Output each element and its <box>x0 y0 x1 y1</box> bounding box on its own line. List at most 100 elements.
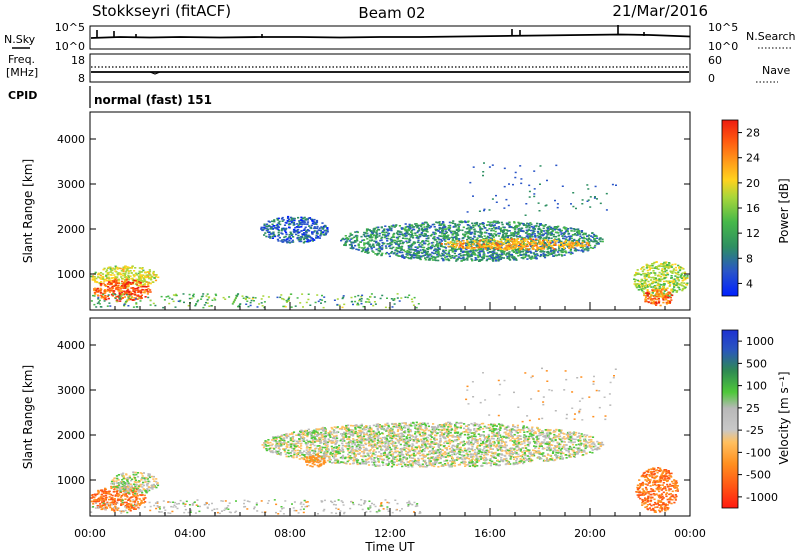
range-gate-cell <box>484 209 486 211</box>
range-gate-cell <box>594 197 596 199</box>
range-gate-cell <box>130 488 132 490</box>
range-gate-cell <box>92 295 94 297</box>
range-gate-cell <box>508 249 510 251</box>
range-gate-cell <box>396 241 398 243</box>
range-gate-cell <box>117 274 119 276</box>
range-gate-cell <box>483 244 485 246</box>
range-gate-cell <box>521 257 523 259</box>
range-gate-cell <box>248 298 250 300</box>
range-gate-cell <box>133 488 135 490</box>
range-gate-cell <box>525 246 527 248</box>
range-gate-cell <box>385 253 387 255</box>
range-gate-cell <box>456 259 458 261</box>
range-gate-cell <box>339 305 341 307</box>
range-gate-cell <box>513 233 515 235</box>
range-gate-cell <box>437 252 439 254</box>
range-gate-cell <box>100 285 102 287</box>
range-gate-cell <box>561 230 563 232</box>
range-gate-cell <box>401 257 403 259</box>
range-gate-cell <box>417 257 419 259</box>
range-gate-cell <box>99 278 101 280</box>
range-gate-cell <box>116 267 118 269</box>
range-gate-cell <box>486 224 488 226</box>
range-gate-cell <box>144 497 146 499</box>
range-gate-cell <box>442 238 444 240</box>
range-gate-cell <box>375 232 377 234</box>
range-gate-cell <box>563 238 565 240</box>
range-gate-cell <box>137 476 139 478</box>
range-gate-cell <box>437 256 439 258</box>
range-gate-cell <box>563 233 565 235</box>
range-gate-cell <box>509 224 511 226</box>
range-gate-cell <box>557 207 559 209</box>
range-gate-cell <box>273 219 275 221</box>
range-gate-cell <box>350 247 352 249</box>
range-gate-cell <box>505 245 507 247</box>
range-gate-cell <box>422 222 424 224</box>
range-gate-cell <box>419 236 421 238</box>
range-gate-cell <box>655 282 657 284</box>
range-gate-cell <box>319 237 321 239</box>
range-gate-cell <box>94 494 96 496</box>
range-gate-cell <box>108 290 110 292</box>
range-gate-cell <box>483 241 485 243</box>
range-gate-cell <box>653 300 655 302</box>
range-gate-cell <box>522 223 524 225</box>
range-gate-cell <box>155 487 157 489</box>
range-gate-cell <box>375 303 377 305</box>
range-gate-cell <box>581 203 583 205</box>
range-gate-cell <box>460 258 462 260</box>
range-gate-cell <box>385 232 387 234</box>
range-gate-cell <box>91 501 93 503</box>
range-gate-cell <box>515 259 517 261</box>
range-gate-cell <box>499 233 501 235</box>
range-gate-cell <box>355 235 357 237</box>
range-gate-cell <box>508 251 510 253</box>
range-gate-cell <box>555 165 557 167</box>
range-gate-cell <box>587 246 589 248</box>
range-gate-cell <box>528 233 530 235</box>
range-gate-cell <box>433 250 435 252</box>
range-gate-cell <box>371 239 373 241</box>
range-gate-cell <box>458 247 460 249</box>
range-gate-cell <box>421 252 423 254</box>
range-gate-cell <box>313 231 315 233</box>
range-gate-cell <box>529 244 531 246</box>
range-gate-cell <box>135 499 137 501</box>
range-gate-cell <box>145 272 147 274</box>
range-gate-cell <box>246 301 248 303</box>
range-gate-cell <box>503 243 505 245</box>
range-gate-cell <box>432 256 434 258</box>
range-gate-cell <box>134 493 136 495</box>
range-gate-cell <box>103 280 105 282</box>
range-gate-cell <box>520 183 522 185</box>
range-gate-cell <box>354 296 356 298</box>
range-gate-cell <box>450 257 452 259</box>
range-gate-cell <box>145 296 147 298</box>
range-gate-cell <box>470 258 472 260</box>
range-gate-cell <box>466 242 468 244</box>
range-gate-cell <box>451 248 453 250</box>
range-gate-cell <box>417 246 419 248</box>
range-gate-cell <box>651 295 653 297</box>
range-gate-cell <box>127 477 129 479</box>
range-gate-cell <box>475 241 477 243</box>
range-gate-cell <box>125 301 127 303</box>
range-gate-cell <box>586 235 588 237</box>
range-gate-cell <box>602 241 604 243</box>
range-gate-cell <box>670 281 672 283</box>
range-gate-cell <box>576 231 578 233</box>
range-gate-cell <box>587 188 589 190</box>
range-gate-cell <box>545 237 547 239</box>
range-gate-cell <box>359 299 361 301</box>
range-gate-cell <box>501 253 503 255</box>
range-gate-cell <box>147 284 149 286</box>
range-gate-cell <box>303 223 305 225</box>
range-gate-cell <box>447 242 449 244</box>
range-gate-cell <box>253 300 255 302</box>
range-gate-cell <box>103 269 105 271</box>
range-gate-cell <box>457 234 459 236</box>
power-colorbar-label: Power [dB] <box>777 178 791 243</box>
range-gate-cell <box>501 252 503 254</box>
range-gate-cell <box>135 485 137 487</box>
